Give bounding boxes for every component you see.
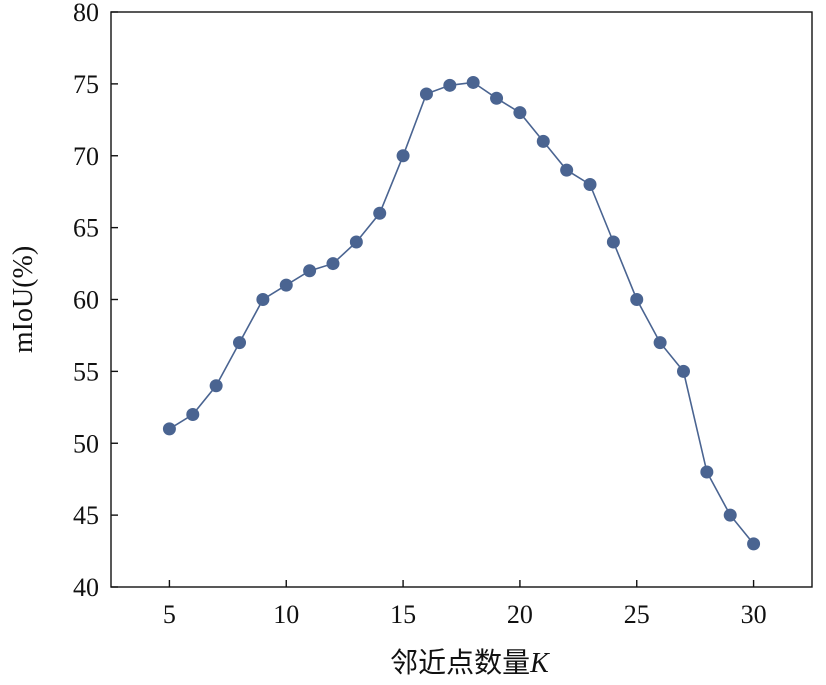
x-tick-label: 25 <box>624 600 650 629</box>
data-point <box>606 235 620 249</box>
data-point <box>513 106 527 120</box>
y-tick-label: 55 <box>73 357 99 386</box>
data-point <box>396 149 410 163</box>
data-point <box>256 293 270 306</box>
data-point <box>583 178 597 191</box>
x-axis-ticks: 5 10 15 20 25 30 <box>163 580 767 629</box>
data-point <box>560 163 574 177</box>
data-point <box>466 75 480 89</box>
data-point <box>279 278 293 292</box>
x-tick-label: 20 <box>507 600 533 629</box>
y-tick-label: 50 <box>73 429 99 458</box>
y-tick-label: 45 <box>73 501 99 530</box>
data-point <box>723 508 737 522</box>
y-tick-label: 65 <box>73 214 99 243</box>
x-tick-label: 5 <box>163 600 176 629</box>
data-point <box>443 78 457 92</box>
data-point <box>186 408 200 421</box>
data-point <box>536 134 550 148</box>
data-point <box>653 336 667 350</box>
y-tick-label: 60 <box>73 286 99 315</box>
plot-frame <box>110 11 813 588</box>
data-point <box>233 336 247 350</box>
data-point <box>700 465 714 479</box>
x-tick-label: 30 <box>741 600 767 629</box>
y-axis-ticks: 40 45 50 55 60 65 70 75 80 <box>73 0 118 602</box>
series-layer <box>162 75 761 551</box>
data-point <box>209 379 223 393</box>
x-tick-label: 15 <box>390 600 416 629</box>
data-point <box>162 422 176 436</box>
data-point <box>326 257 340 271</box>
data-point <box>676 364 690 378</box>
data-point <box>349 235 363 249</box>
data-point <box>747 537 761 551</box>
x-axis-title: 邻近点数量K <box>390 647 550 679</box>
x-tick-label: 10 <box>273 600 299 629</box>
y-tick-label: 75 <box>73 70 99 99</box>
y-axis-title: mIoU(%) <box>8 246 39 353</box>
data-point <box>419 87 433 101</box>
y-tick-label: 70 <box>73 142 99 171</box>
data-point <box>490 91 504 105</box>
y-tick-label: 40 <box>73 573 99 602</box>
data-point <box>630 293 644 306</box>
data-point <box>303 264 317 278</box>
y-tick-label: 80 <box>73 0 99 27</box>
data-point <box>373 206 387 220</box>
series-line <box>168 81 755 545</box>
